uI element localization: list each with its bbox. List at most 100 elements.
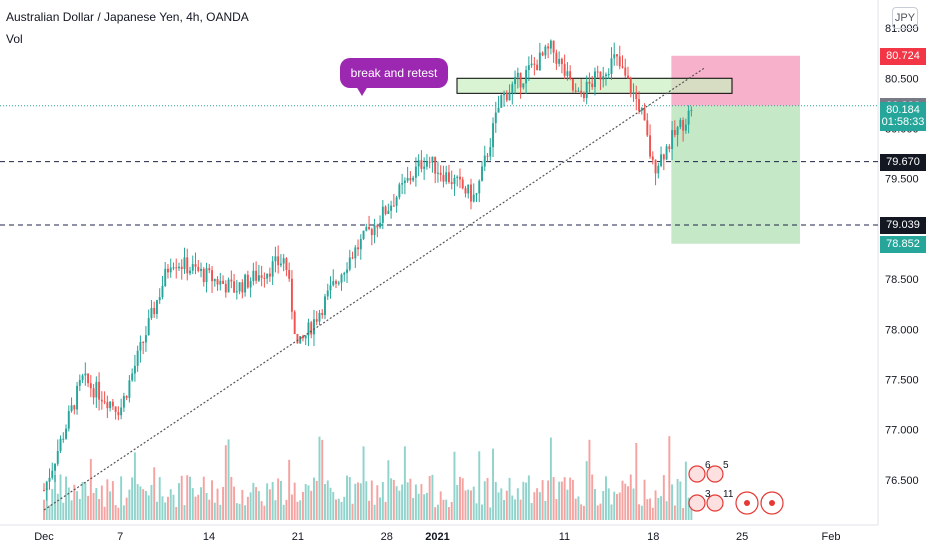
candle-body [516,72,519,78]
volume-bar [227,439,230,520]
candle-body [304,335,307,339]
volume-bar [403,446,406,520]
price-axis-tick: 78.000 [885,324,919,336]
volume-bar [519,499,522,520]
candle-body [687,110,690,125]
currency-button[interactable]: JPY [892,7,918,29]
volume-bar [425,492,428,520]
candle-body [409,178,412,181]
candle-body [607,74,610,76]
candle-body [558,58,561,64]
volume-bar [456,485,459,520]
candle-body [552,40,555,53]
candle-body [547,46,550,49]
volume-bar [81,481,84,520]
candle-body [227,279,230,293]
candle-body [649,135,652,157]
volume-bar [687,497,690,520]
candle-body [92,388,95,398]
volume-bar [414,484,417,520]
candle-body [318,312,321,322]
volume-bar [125,497,128,520]
volume-bar [62,502,65,520]
volume-bar [178,483,180,520]
volume-bar [164,502,167,520]
candle-body [84,373,87,376]
candle-body [398,184,401,198]
candle-body [682,120,685,131]
candle-body [343,272,346,275]
volume-bar [629,474,632,520]
candle-body [315,319,318,322]
volume-bar [640,505,643,520]
candle-body [235,291,238,293]
volume-bar [103,506,106,520]
volume-bar [428,475,431,520]
volume-bar [574,498,577,520]
candle-body [249,281,252,288]
volume-bar [541,480,544,520]
candle-body [43,489,45,491]
volume-bar [387,460,390,520]
volume-bar [472,486,475,520]
volume-bar [569,477,572,520]
volume-bar [357,482,360,520]
volume-bar [588,439,591,520]
volume-bar [381,482,384,520]
volume-bar [89,458,92,520]
volume-bar [282,504,285,520]
volume-bar [563,477,566,520]
candle-body [321,312,324,315]
candle-body [643,108,646,121]
annotation-callout[interactable]: break and retest [340,58,448,88]
candle-body [51,470,54,478]
price-label: 79.670 [880,153,926,171]
volume-bar [577,496,580,520]
volume-bar [313,477,315,520]
volume-bar [78,499,81,520]
event-marker-icon [706,465,724,483]
volume-bar [516,488,519,520]
candle-body [464,188,467,194]
candle-body [425,161,428,167]
candle-body [169,267,172,273]
candle-body [527,65,530,70]
candle-body [133,365,136,374]
candle-body [467,184,470,194]
volume-bar [147,495,150,520]
candle-body [109,401,112,409]
candle-body [591,83,594,87]
candle-body [56,450,59,464]
candle-body [486,155,489,157]
volume-bar [679,481,682,520]
volume-bar [244,505,247,520]
candle-body [566,71,569,76]
volume-bar [111,481,114,520]
volume-bar [412,497,415,520]
candle-body [65,428,68,439]
volume-bar [673,505,676,520]
candle-body [384,206,387,215]
volume-bar [117,507,120,520]
volume-bar [205,492,208,520]
candle-body [613,54,616,59]
candle-body [189,270,191,274]
candle-body [155,300,158,315]
candle-body [111,401,114,407]
candle-body [379,222,382,228]
candle-body [233,281,236,293]
candle-body [621,66,624,68]
candle-body [266,273,269,279]
candle-body [522,83,525,88]
time-axis[interactable]: Dec 7 14 21 28 2021 11 18 25 Feb [34,531,840,543]
volume-bar [368,500,371,520]
event-markers[interactable]: 6 5 3 11 [688,460,784,515]
volume-bar [522,481,525,520]
volume-bar [549,437,552,520]
candle-body [285,258,288,270]
candle-body [475,193,478,195]
volume-bar [511,495,514,520]
candle-body [431,156,434,163]
volume-bar [662,475,665,520]
